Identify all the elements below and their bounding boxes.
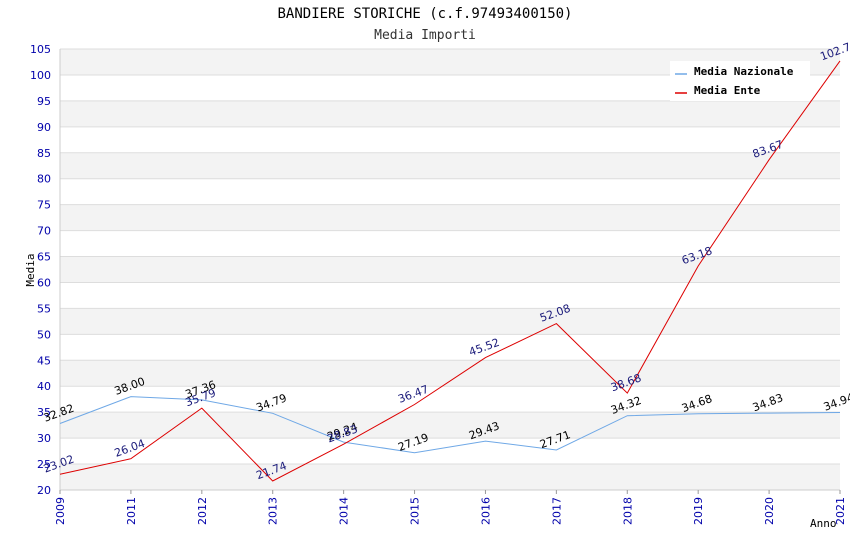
y-tick-label: 40 [37, 380, 51, 393]
series-line-1 [59, 60, 841, 482]
plot-band [60, 256, 840, 283]
y-tick-label: 90 [37, 121, 51, 134]
plot-band [60, 464, 840, 490]
x-tick-label: 2015 [409, 497, 422, 525]
legend-label: Media Nazionale [694, 65, 794, 78]
x-tick-label: 2019 [692, 497, 705, 525]
y-tick-label: 75 [37, 199, 51, 212]
y-tick-label: 60 [37, 276, 51, 289]
plot-band [60, 308, 840, 335]
data-label: 45.52 [467, 336, 501, 359]
y-tick-label: 100 [30, 69, 51, 82]
x-tick-label: 2016 [479, 497, 492, 525]
x-tick-label: 2009 [54, 497, 67, 525]
plot-band [60, 360, 840, 387]
y-tick-label: 50 [37, 328, 51, 341]
x-tick-label: 2011 [125, 497, 138, 525]
legend-label: Media Ente [694, 84, 761, 97]
y-tick-label: 35 [37, 406, 51, 419]
data-label: 34.79 [255, 391, 289, 414]
legend: Media Nazionale Media Ente [670, 61, 810, 101]
axes [59, 49, 840, 491]
legend-box [670, 61, 810, 101]
y-tick-label: 70 [37, 225, 51, 238]
data-label: 34.83 [751, 391, 785, 414]
y-axis-ticks: 20 25 30 35 40 45 50 55 60 65 70 75 80 85 90 95 100 105 [30, 43, 51, 497]
plot-band [60, 412, 840, 439]
x-axis-ticks: 2009 2011 2012 2013 2014 2015 2016 2017 2018 2019… [54, 490, 847, 525]
plot-band [60, 100, 840, 127]
y-axis-label: Media [24, 253, 37, 286]
data-label: 34.68 [680, 392, 714, 415]
x-tick-label: 2021 [834, 497, 847, 525]
data-label: 26.04 [113, 437, 147, 460]
y-tick-label: 95 [37, 95, 51, 108]
plot-background [60, 49, 840, 490]
chart-subtitle: Media Importi [374, 28, 476, 43]
x-axis-label: Anno [810, 517, 837, 530]
series-line-0 [59, 396, 841, 454]
x-tick-label: 2020 [763, 497, 776, 525]
y-tick-label: 65 [37, 251, 51, 264]
x-tick-label: 2013 [267, 497, 280, 525]
chart-title: BANDIERE STORICHE (c.f.97493400150) [277, 6, 572, 22]
y-tick-label: 105 [30, 43, 51, 56]
y-tick-label: 55 [37, 302, 51, 315]
y-tick-label: 45 [37, 354, 51, 367]
y-tick-label: 85 [37, 147, 51, 160]
y-tick-label: 25 [37, 458, 51, 471]
plot-band [60, 152, 840, 179]
grid-lines [60, 48, 840, 491]
x-tick-label: 2017 [550, 497, 563, 525]
y-tick-label: 80 [37, 173, 51, 186]
x-tick-label: 2012 [196, 497, 209, 525]
y-tick-label: 30 [37, 432, 51, 445]
series-lines [59, 60, 841, 482]
y-tick-label: 20 [37, 484, 51, 497]
plot-band [60, 204, 840, 231]
x-tick-label: 2014 [338, 497, 351, 525]
data-label: 34.94 [822, 391, 850, 414]
x-tick-label: 2018 [621, 497, 634, 525]
